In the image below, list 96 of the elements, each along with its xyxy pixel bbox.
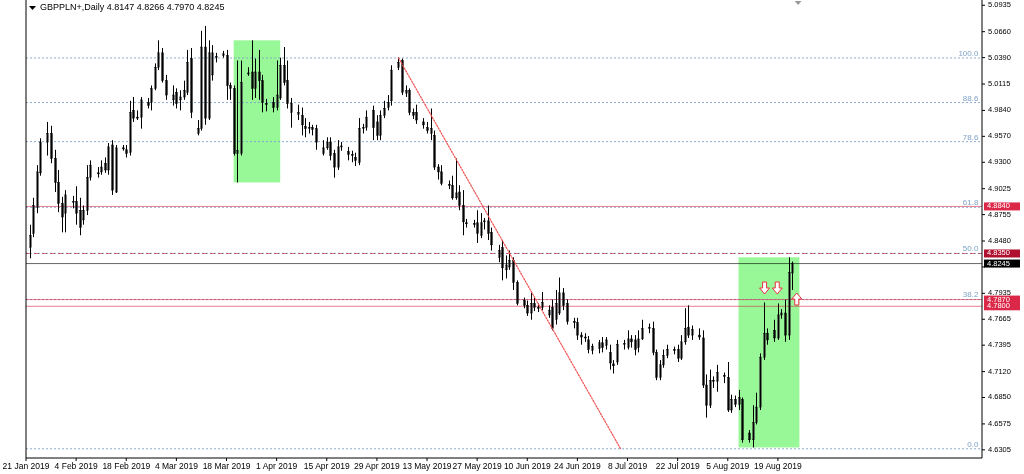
candlestick	[276, 59, 279, 111]
candlestick	[322, 139, 325, 157]
chart-title: GBPPLN+,Daily 4.8147 4.8266 4.7970 4.8245	[40, 2, 225, 12]
candlestick	[200, 30, 203, 132]
candlestick	[226, 49, 229, 101]
candlestick	[129, 100, 132, 157]
candlestick	[480, 212, 483, 239]
candlestick	[598, 339, 601, 354]
candlestick	[358, 117, 361, 166]
candlestick	[265, 98, 268, 112]
x-tick-label: 19 Aug 2019	[754, 461, 803, 471]
candlestick	[111, 139, 114, 196]
candlestick	[716, 364, 719, 393]
x-tick-label: 18 Mar 2019	[202, 461, 251, 471]
x-tick-label: 4 Mar 2019	[154, 461, 199, 471]
candlestick	[587, 335, 590, 354]
candlestick	[723, 372, 726, 384]
candlestick	[551, 299, 554, 331]
candlestick	[79, 197, 82, 236]
candlestick	[75, 185, 78, 226]
candlestick	[401, 58, 404, 96]
x-tick-label: 21 Jan 2019	[2, 461, 50, 471]
annotation: 88.6	[962, 93, 979, 103]
candlestick	[46, 121, 49, 157]
candlestick	[422, 117, 425, 130]
candlestick	[609, 344, 612, 371]
candlestick	[347, 146, 350, 161]
candlestick	[365, 109, 368, 132]
annotation: 78.6	[962, 132, 979, 142]
x-tick-label: 29 Apr 2019	[353, 461, 401, 471]
candlestick	[627, 329, 630, 350]
annotation: 61.8	[962, 198, 979, 208]
x-tick-label: 15 Apr 2019	[303, 461, 350, 471]
candlestick	[301, 107, 304, 136]
candlestick	[372, 105, 375, 141]
candlestick	[426, 121, 429, 134]
x-tick-label: 8 Jul 2019	[607, 461, 648, 471]
candlestick	[777, 302, 780, 341]
candlestick	[240, 59, 243, 157]
candlestick	[637, 329, 640, 353]
candlestick	[236, 59, 239, 183]
annotation: 50.0	[962, 244, 979, 254]
candlestick	[175, 87, 178, 109]
candlestick	[601, 336, 604, 353]
candlestick	[100, 159, 103, 176]
candlestick	[788, 256, 791, 341]
candlestick	[530, 292, 533, 321]
candlestick	[634, 334, 637, 356]
candlestick	[308, 121, 311, 134]
x-tick-label: 5 Aug 2019	[706, 461, 750, 471]
annotation: 100.0	[958, 48, 979, 58]
candlestick	[476, 209, 479, 244]
candlestick	[251, 39, 254, 101]
x-tick-label: 18 Feb 2019	[102, 461, 151, 471]
candlestick	[64, 189, 67, 233]
candlestick	[376, 114, 379, 141]
candlestick	[616, 339, 619, 366]
candlestick	[379, 109, 382, 141]
x-tick-label: 24 Jun 2019	[554, 461, 602, 471]
candlestick	[541, 291, 544, 311]
x-tick-label: 10 Jun 2019	[503, 461, 551, 471]
candlestick	[208, 39, 211, 121]
x-tick-label: 13 May 2019	[402, 461, 452, 471]
x-tick-label: 4 Feb 2019	[54, 461, 98, 471]
candlestick	[709, 369, 712, 409]
candlestick	[390, 64, 393, 107]
annotation: 0.0	[967, 439, 979, 449]
candlestick	[272, 96, 275, 113]
candlestick	[462, 189, 465, 236]
candlestick	[727, 361, 730, 413]
candlestick	[351, 150, 354, 163]
candlestick	[734, 395, 737, 408]
annotation: 38.2	[962, 290, 979, 300]
candlestick	[172, 84, 175, 107]
candlestick	[630, 334, 633, 349]
candlestick	[501, 239, 504, 281]
candlestick	[591, 343, 594, 355]
candlestick	[297, 104, 300, 121]
candlestick	[140, 96, 143, 130]
x-tick-label: 22 Jul 2019	[655, 461, 700, 471]
candlestick	[691, 325, 694, 341]
candlestick	[623, 339, 626, 350]
candlestick	[408, 87, 411, 116]
candlestick	[190, 47, 193, 119]
x-tick-label: 27 May 2019	[452, 461, 502, 471]
candlestick	[415, 104, 418, 125]
candlestick	[337, 139, 340, 171]
candlestick	[440, 164, 443, 186]
candlestick	[315, 124, 318, 151]
candlestick	[605, 336, 608, 350]
candlestick	[526, 300, 529, 317]
candlestick	[179, 89, 182, 111]
candlestick	[576, 317, 579, 341]
candlestick	[204, 25, 207, 126]
x-tick-label: 1 Apr 2019	[256, 461, 298, 471]
candlestick	[115, 144, 118, 194]
